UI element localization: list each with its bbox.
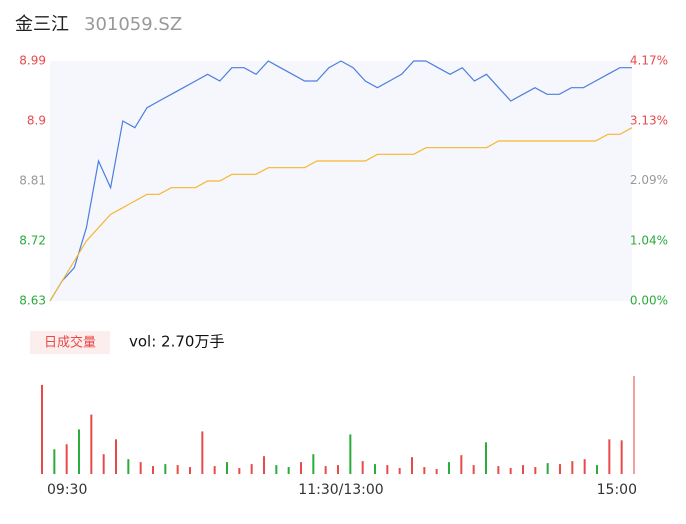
- volume-bar: [226, 462, 228, 474]
- volume-bar: [275, 465, 278, 474]
- volume-bar: [497, 466, 500, 474]
- volume-bar: [324, 466, 327, 474]
- volume-bar: [337, 465, 339, 474]
- volume-bar: [139, 462, 142, 474]
- volume-bar: [398, 468, 401, 474]
- volume-bar: [312, 454, 315, 474]
- y-tick-label: 8.63: [19, 294, 46, 308]
- y2-tick-label: 2.09%: [630, 173, 668, 187]
- volume-bar: [238, 468, 241, 474]
- y-tick-label: 8.99: [19, 54, 46, 68]
- volume-bar: [522, 465, 524, 474]
- volume-bar: [448, 462, 450, 474]
- volume-bar: [423, 467, 426, 474]
- volume-bar: [152, 466, 154, 474]
- volume-bar: [164, 464, 167, 474]
- volume-bar: [127, 459, 130, 474]
- volume-bar: [596, 465, 598, 474]
- volume-bar: [485, 442, 487, 474]
- volume-bar: [583, 459, 586, 474]
- volume-bar: [90, 414, 93, 474]
- volume-bar: [53, 449, 56, 474]
- x-tick-label: 15:00: [597, 482, 637, 498]
- volume-bar: [361, 461, 364, 474]
- y2-tick-label: 1.04%: [630, 234, 668, 248]
- volume-bar: [608, 439, 611, 474]
- volume-bar: [287, 467, 290, 474]
- series-line: [49, 60, 632, 302]
- volume-bar: [65, 444, 68, 474]
- volume-bar: [472, 465, 475, 474]
- volume-bar: [213, 466, 216, 474]
- stock-name: 金三江: [15, 14, 69, 35]
- volume-bar: [250, 464, 253, 474]
- y2-tick-label: 0.00%: [630, 294, 668, 308]
- volume-bar: [411, 457, 413, 474]
- plot-area: [50, 61, 632, 301]
- volume-bar: [115, 439, 117, 474]
- volume-tab-label[interactable]: 日成交量: [44, 335, 96, 351]
- volume-bar: [41, 384, 43, 474]
- volume-bar: [460, 455, 463, 474]
- volume-bar: [509, 468, 512, 474]
- y-tick-label: 8.81: [19, 174, 46, 188]
- volume-bar: [349, 434, 352, 474]
- volume-summary: vol: 2.70万手: [129, 333, 224, 351]
- volume-tab[interactable]: [30, 331, 110, 354]
- volume-bar: [534, 467, 537, 474]
- y2-tick-label: 3.13%: [630, 113, 668, 127]
- y2-tick-label: 4.17%: [630, 54, 668, 68]
- volume-bar: [386, 465, 389, 474]
- stock-code: 301059.SZ: [84, 14, 182, 35]
- y-tick-label: 8.9: [27, 114, 46, 128]
- volume-bar: [435, 469, 438, 474]
- volume-bar: [633, 375, 635, 474]
- volume-bar: [263, 456, 265, 474]
- series-line: [49, 127, 633, 302]
- x-tick-label: 11:30/13:00: [298, 482, 383, 498]
- volume-bar: [189, 467, 191, 474]
- y-tick-label: 8.72: [19, 234, 46, 248]
- x-tick-label: 09:30: [47, 482, 87, 498]
- volume-bar: [374, 464, 376, 474]
- volume-bar: [201, 431, 204, 474]
- volume-bar: [176, 465, 179, 474]
- volume-bar: [102, 454, 105, 474]
- volume-bar: [559, 464, 561, 474]
- volume-bar: [620, 440, 623, 474]
- volume-bar: [546, 463, 549, 474]
- volume-bar: [78, 429, 80, 474]
- volume-bar: [571, 461, 574, 474]
- volume-bar: [300, 462, 302, 474]
